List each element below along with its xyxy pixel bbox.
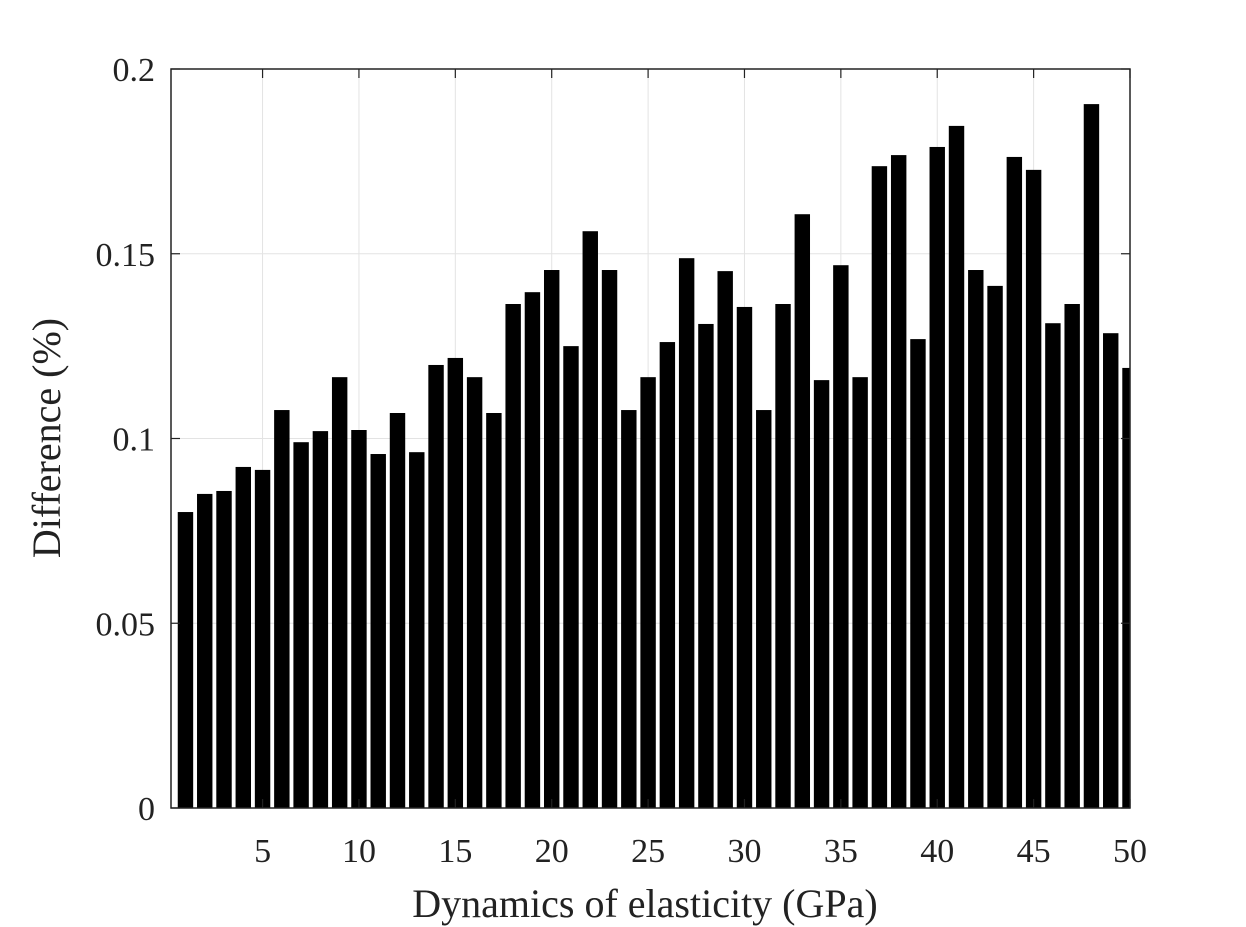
bar-20 — [543, 270, 560, 808]
x-axis-label: Dynamics of elasticity (GPa) — [412, 881, 877, 926]
bar-29 — [717, 271, 733, 809]
bar-36 — [852, 377, 868, 808]
bar-37 — [871, 166, 888, 809]
tick-marks — [171, 68, 1131, 809]
x-tick-label: 10 — [342, 833, 376, 870]
x-tick-label: 20 — [535, 833, 569, 870]
x-tick-label: 15 — [438, 833, 472, 870]
bar-4 — [235, 466, 251, 808]
bar-45 — [1025, 169, 1042, 808]
bar-27 — [678, 258, 695, 809]
y-axis-label: Difference (%) — [24, 318, 69, 558]
bar-28 — [698, 323, 714, 808]
bar-2 — [197, 493, 213, 808]
bar-25 — [640, 377, 656, 808]
bar-14 — [428, 364, 444, 808]
bar-7 — [293, 442, 309, 808]
x-tick-labels: 5 10 15 20 25 30 35 40 45 50 — [254, 833, 1147, 870]
bar-43 — [987, 285, 1003, 809]
bar-40 — [929, 146, 945, 809]
x-tick-label: 5 — [254, 833, 271, 870]
y-tick-label: 0.2 — [113, 52, 156, 89]
y-tick-label: 0.1 — [113, 422, 156, 459]
y-tick-labels: 0 0.05 0.1 0.15 0.2 — [96, 52, 156, 828]
bar-18 — [505, 304, 521, 808]
bar-1 — [177, 512, 194, 808]
bar-34 — [813, 380, 830, 808]
x-tick-label: 45 — [1017, 833, 1051, 870]
bar-46 — [1045, 323, 1061, 808]
bar-9 — [331, 377, 348, 808]
bar-6 — [274, 410, 290, 808]
bar-41 — [948, 125, 965, 808]
bar-15 — [447, 357, 464, 808]
x-tick-label: 40 — [920, 833, 954, 870]
bar-50 — [1122, 367, 1130, 808]
bar-16 — [466, 377, 483, 808]
bar-42 — [968, 270, 984, 808]
bar-38 — [890, 155, 907, 808]
bar-22 — [582, 231, 598, 808]
bar-44 — [1006, 156, 1023, 809]
bar-33 — [794, 214, 811, 808]
bar-13 — [409, 452, 425, 808]
bar-30 — [736, 306, 753, 808]
x-tick-label: 50 — [1113, 833, 1147, 870]
bar-32 — [775, 304, 791, 808]
bar-10 — [351, 430, 367, 808]
bars — [177, 104, 1130, 809]
bar-24 — [621, 410, 637, 808]
bar-17 — [486, 413, 502, 808]
bar-8 — [312, 431, 329, 808]
bar-31 — [756, 410, 772, 808]
bar-26 — [659, 342, 676, 808]
bar-23 — [601, 270, 618, 808]
bar-11 — [370, 454, 386, 808]
y-tick-label: 0 — [138, 791, 155, 828]
bar-19 — [524, 292, 541, 809]
x-tick-label: 25 — [631, 833, 665, 870]
bar-49 — [1103, 333, 1119, 808]
y-tick-label: 0.15 — [96, 237, 156, 274]
bar-21 — [563, 346, 579, 808]
bar-39 — [910, 339, 926, 808]
bar-47 — [1064, 304, 1080, 808]
x-tick-label: 30 — [727, 833, 761, 870]
y-tick-label: 0.05 — [96, 606, 156, 643]
bar-12 — [389, 413, 406, 808]
bar-35 — [833, 265, 849, 809]
bar-48 — [1083, 104, 1100, 809]
bar-5 — [254, 469, 271, 808]
x-tick-label: 35 — [824, 833, 858, 870]
bar-3 — [216, 490, 232, 808]
